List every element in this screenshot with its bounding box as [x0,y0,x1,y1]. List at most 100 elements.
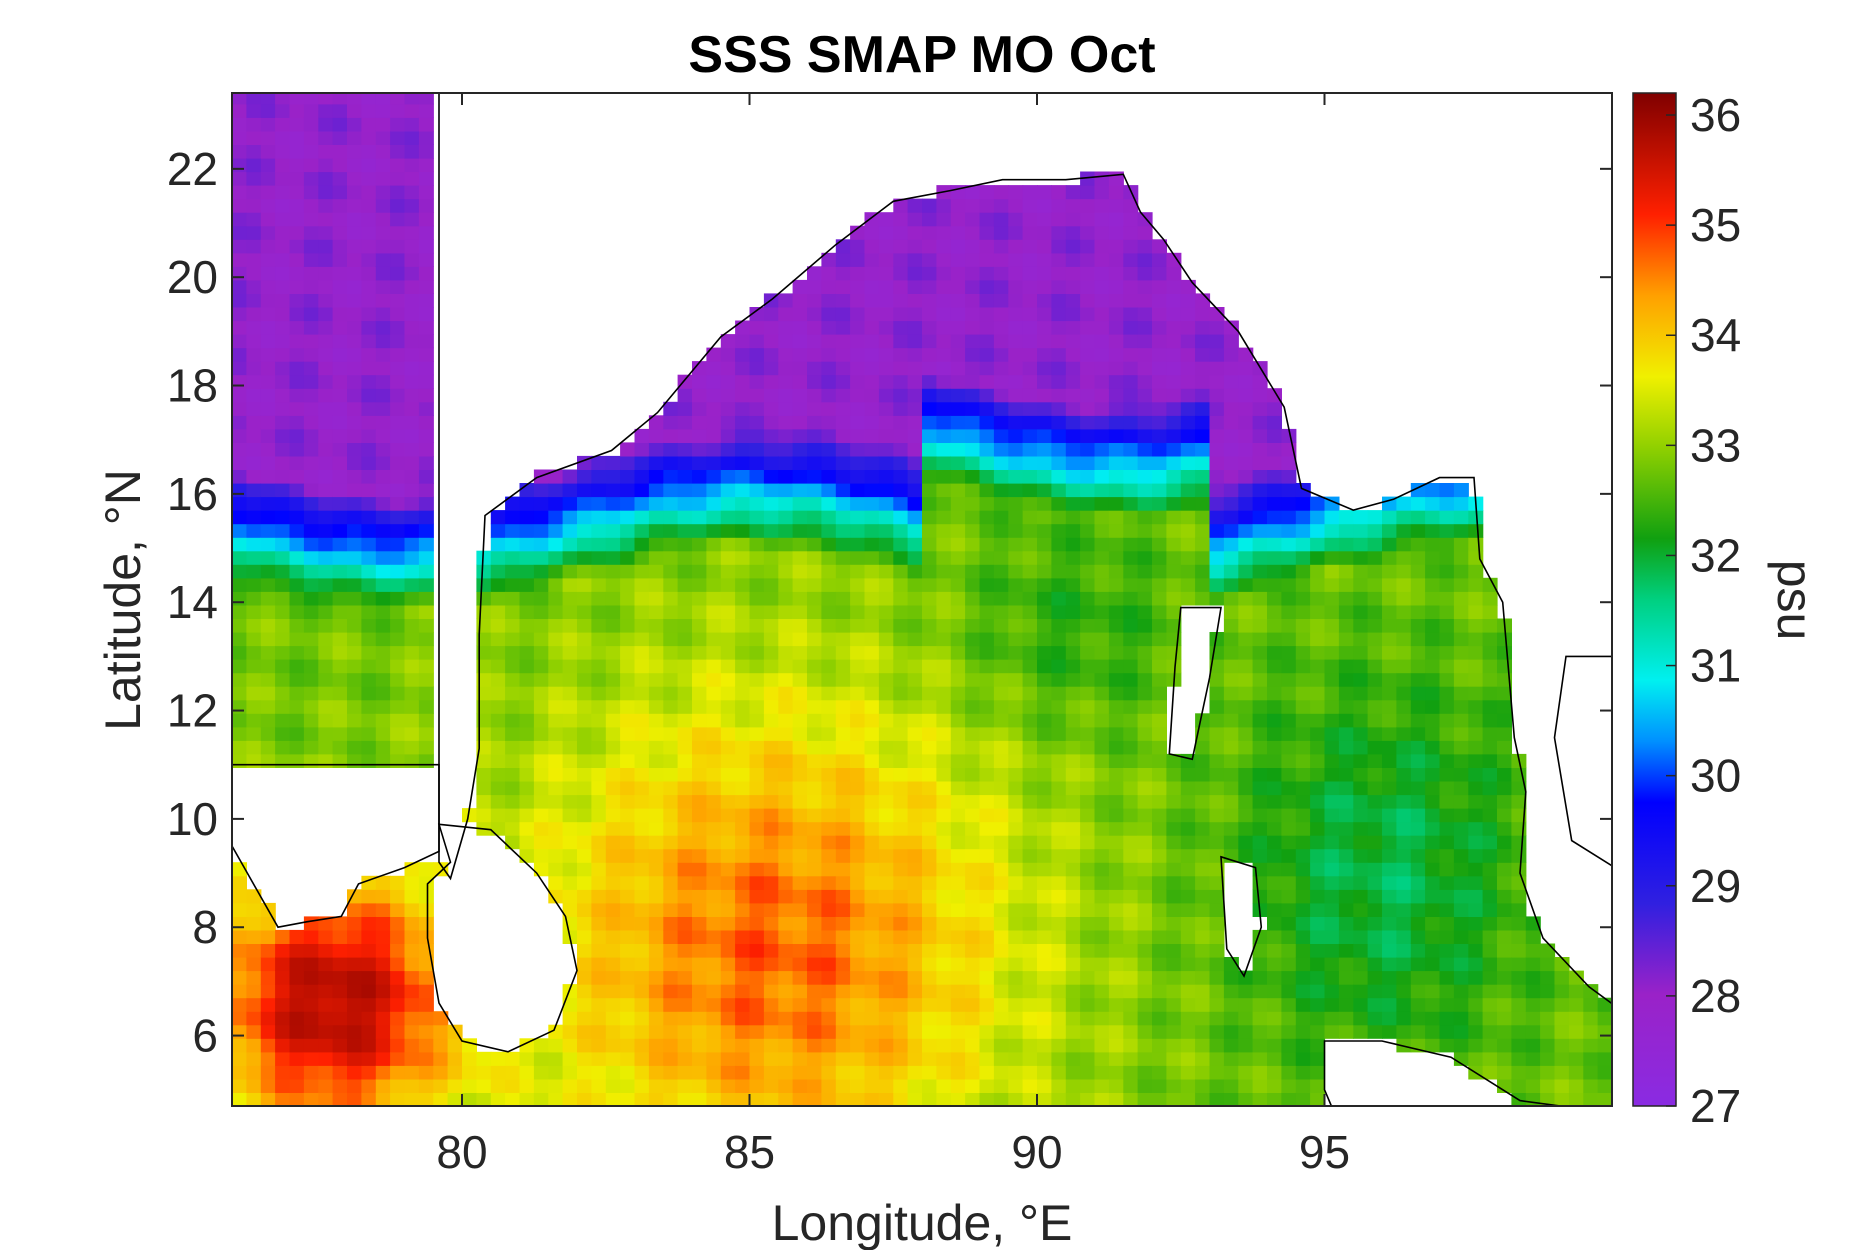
salinity-cell [1252,415,1268,430]
salinity-cell [1382,550,1397,565]
salinity-cell [1008,632,1024,647]
salinity-cell [1583,1051,1599,1066]
salinity-cell [1439,794,1455,809]
salinity-cell [1252,618,1268,633]
salinity-cell [1094,767,1110,782]
salinity-cell [260,171,276,186]
salinity-cell [1123,564,1139,579]
salinity-cell [1338,686,1354,701]
salinity-cell [749,523,765,538]
salinity-cell [562,875,578,890]
salinity-cell [1367,767,1383,782]
salinity-cell [275,93,291,105]
salinity-cell [807,1051,822,1066]
salinity-cell [1396,740,1412,755]
salinity-cell [418,334,434,349]
salinity-cell [936,225,952,240]
salinity-cell [1238,781,1254,796]
salinity-cell [692,591,707,606]
salinity-cell [692,726,707,741]
salinity-cell [1152,604,1167,619]
salinity-cell [246,388,262,403]
salinity-cell [505,699,521,714]
salinity-cell [1008,672,1024,687]
salinity-cell [1065,875,1081,890]
salinity-cell [1108,455,1124,470]
salinity-cell [1425,821,1441,836]
salinity-cell [1108,171,1124,186]
salinity-cell [1008,862,1024,877]
salinity-cell [1108,550,1124,565]
salinity-cell [850,374,866,389]
salinity-cell [965,686,981,701]
salinity-cell [1166,334,1182,349]
salinity-cell [275,1092,291,1106]
salinity-cell [1281,943,1297,958]
salinity-cell [907,198,923,213]
salinity-cell [692,632,707,647]
salinity-cell [246,239,262,254]
salinity-cell [577,632,592,647]
salinity-cell [1137,510,1153,525]
salinity-cell [1195,753,1211,768]
salinity-cell [1468,618,1484,633]
salinity-cell [1453,889,1469,904]
salinity-cell [232,307,247,322]
salinity-cell [821,1011,837,1026]
salinity-cell [792,699,808,714]
salinity-cell [246,686,262,701]
salinity-cell [922,455,937,470]
salinity-cell [850,835,866,850]
salinity-cell [505,632,521,647]
salinity-cell [735,916,751,931]
salinity-cell [1252,455,1268,470]
salinity-cell [979,361,995,376]
salinity-cell [533,726,549,741]
salinity-cell [1166,564,1182,579]
salinity-cell [878,604,894,619]
salinity-cell [735,902,751,917]
salinity-cell [735,347,751,362]
salinity-cell [1022,984,1038,999]
salinity-cell [1037,320,1052,335]
salinity-cell [1195,767,1211,782]
salinity-cell [1037,185,1052,200]
salinity-cell [950,212,966,227]
salinity-cell [1568,984,1584,999]
salinity-cell [1080,523,1096,538]
salinity-cell [260,469,276,484]
salinity-cell [505,645,521,660]
salinity-cell [605,550,621,565]
salinity-cell [922,361,937,376]
salinity-cell [864,740,880,755]
salinity-cell [1353,902,1369,917]
salinity-cell [548,672,564,687]
salinity-cell [1382,632,1397,647]
salinity-cell [1022,334,1038,349]
salinity-cell [893,537,909,552]
salinity-cell [390,293,406,308]
salinity-cell [418,753,434,768]
salinity-cell [778,1092,794,1106]
salinity-cell [821,929,837,944]
salinity-cell [1209,943,1225,958]
salinity-cell [807,902,822,917]
salinity-cell [634,537,650,552]
salinity-cell [390,726,406,741]
salinity-cell [605,1011,621,1026]
salinity-cell [562,618,578,633]
salinity-cell [1554,984,1570,999]
salinity-cell [1080,618,1096,633]
salinity-cell [907,699,923,714]
salinity-cell [634,1065,650,1080]
salinity-cell [347,266,362,281]
salinity-cell [735,618,751,633]
salinity-cell [347,212,362,227]
salinity-cell [562,781,578,796]
salinity-cell [763,970,779,985]
salinity-cell [246,307,262,322]
salinity-cell [519,577,535,592]
salinity-cell [347,496,362,511]
salinity-cell [347,279,362,294]
salinity-cell [347,347,362,362]
